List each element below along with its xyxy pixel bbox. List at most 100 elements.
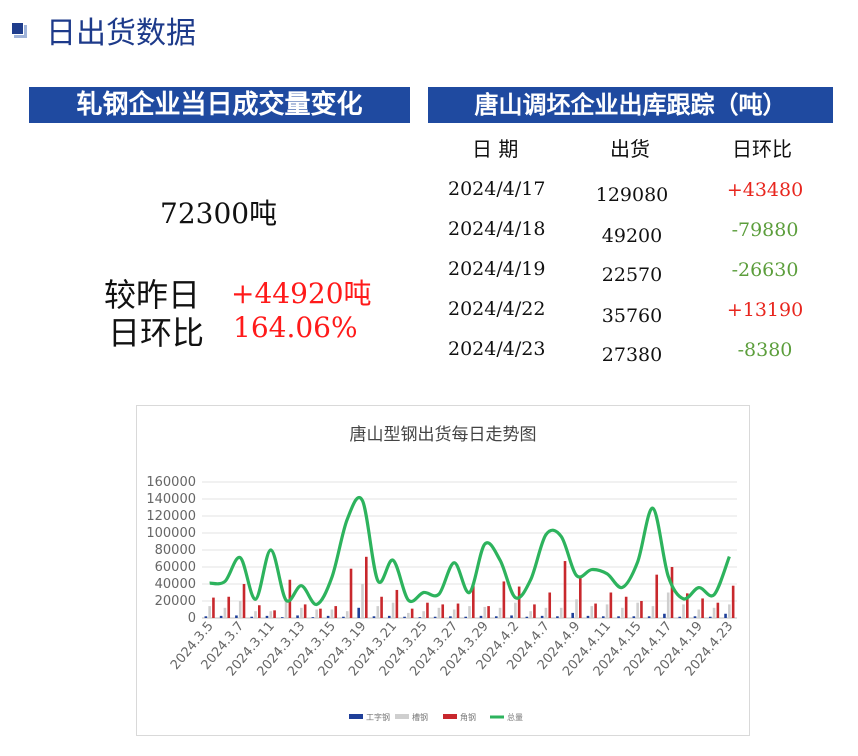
bar-工字钢 — [479, 615, 483, 618]
chart-title: 唐山型钢出货每日走势图 — [350, 424, 537, 445]
chart-bars — [204, 556, 735, 618]
bar-工字钢 — [265, 615, 269, 618]
x-axis: 2024.3.52024.3.72024.3.112024.3.132024.3… — [168, 619, 736, 679]
compare-label-prev-day: 较昨日 — [104, 276, 201, 314]
bar-角钢 — [441, 604, 445, 618]
bar-槽钢 — [728, 604, 731, 618]
y-tick-label: 60000 — [155, 560, 196, 575]
bar-槽钢 — [391, 602, 395, 618]
bar-工字钢 — [372, 616, 376, 618]
table-row-date: 2024/4/18 — [448, 218, 546, 240]
bar-角钢 — [640, 601, 643, 618]
bar-工字钢 — [449, 616, 452, 618]
bar-工字钢 — [586, 615, 590, 618]
bar-角钢 — [349, 568, 353, 618]
y-tick-label: 80000 — [155, 543, 196, 558]
bar-工字钢 — [326, 615, 330, 618]
bar-工字钢 — [647, 616, 651, 618]
bar-槽钢 — [468, 606, 471, 618]
bar-槽钢 — [330, 609, 334, 618]
bar-槽钢 — [315, 609, 318, 618]
legend-label: 工字钢 — [366, 712, 390, 722]
bar-工字钢 — [708, 616, 712, 618]
compare-label-dod: 日环比 — [108, 314, 205, 352]
chart-svg: 唐山型钢出货每日走势图 0 20000 40000 60000 80000 100000 1… — [146, 424, 737, 722]
bar-槽钢 — [361, 584, 364, 618]
table-row-date: 2024/4/17 — [448, 178, 546, 200]
bar-角钢 — [609, 592, 613, 618]
bar-槽钢 — [284, 599, 288, 618]
bar-角钢 — [502, 581, 506, 618]
bar-槽钢 — [651, 606, 655, 618]
bar-工字钢 — [617, 616, 620, 618]
table-row-shipment: 22570 — [601, 264, 663, 286]
table-row-shipment: 129080 — [595, 184, 669, 206]
bar-角钢 — [563, 561, 567, 618]
bar-角钢 — [686, 593, 689, 618]
bar-工字钢 — [311, 617, 315, 618]
bar-角钢 — [365, 556, 368, 618]
bar-槽钢 — [697, 609, 701, 618]
bar-槽钢 — [575, 599, 578, 618]
compare-value-dod: 164.06% — [233, 311, 358, 344]
bar-工字钢 — [663, 613, 666, 618]
bar-角钢 — [655, 574, 659, 618]
compare-value-prev-day: +44920吨 — [231, 277, 372, 310]
right-panel-title: 唐山调坯企业出库跟踪（吨） — [428, 87, 833, 123]
y-tick-label: 0 — [188, 611, 196, 626]
chart-line — [209, 495, 731, 606]
table-row-date: 2024/4/22 — [448, 298, 546, 320]
bar-槽钢 — [590, 606, 594, 618]
bar-槽钢 — [238, 601, 242, 618]
section-bullet-icon — [11, 22, 27, 38]
bar-角钢 — [594, 603, 597, 618]
bar-槽钢 — [223, 607, 227, 618]
bar-角钢 — [380, 596, 383, 618]
bar-工字钢 — [494, 616, 498, 618]
y-tick-label: 20000 — [155, 594, 196, 609]
bar-角钢 — [212, 597, 215, 618]
header-change: 日环比 — [732, 137, 792, 161]
legend-label: 角钢 — [460, 712, 476, 722]
bar-工字钢 — [601, 616, 605, 618]
bar-工字钢 — [678, 616, 681, 618]
bar-角钢 — [426, 602, 429, 618]
bar-角钢 — [624, 596, 628, 618]
bar-工字钢 — [693, 616, 697, 618]
bar-工字钢 — [342, 616, 345, 618]
bar-槽钢 — [712, 607, 716, 618]
bar-工字钢 — [250, 616, 253, 618]
y-tick-label: 120000 — [146, 509, 196, 524]
bar-角钢 — [273, 610, 276, 618]
bar-工字钢 — [540, 615, 544, 618]
y-tick-label: 160000 — [146, 475, 196, 490]
table-row-date: 2024/4/23 — [448, 338, 546, 360]
bar-槽钢 — [636, 602, 639, 618]
legend-label: 槽钢 — [412, 712, 428, 722]
bar-槽钢 — [452, 609, 456, 618]
bar-槽钢 — [666, 592, 670, 618]
bar-工字钢 — [571, 612, 574, 618]
bar-角钢 — [334, 606, 338, 618]
bar-槽钢 — [605, 604, 609, 618]
bar-工字钢 — [433, 616, 437, 618]
bar-工字钢 — [280, 617, 284, 618]
bar-角钢 — [533, 604, 536, 618]
y-tick-label: 100000 — [146, 526, 196, 541]
bar-槽钢 — [345, 611, 349, 618]
bar-槽钢 — [544, 607, 548, 618]
bar-角钢 — [731, 585, 735, 618]
bar-槽钢 — [514, 602, 517, 618]
bar-角钢 — [395, 589, 399, 618]
bar-工字钢 — [235, 615, 238, 618]
bar-工字钢 — [464, 616, 467, 618]
left-panel-title: 轧钢企业当日成交量变化 — [29, 87, 410, 123]
bar-工字钢 — [204, 616, 208, 618]
bar-槽钢 — [208, 606, 211, 618]
bar-工字钢 — [357, 607, 360, 618]
bar-工字钢 — [525, 616, 529, 618]
y-axis: 0 20000 40000 60000 80000 100000 120000 140000 1… — [146, 475, 737, 626]
bar-槽钢 — [498, 607, 502, 618]
bar-工字钢 — [510, 615, 513, 618]
bar-角钢 — [472, 585, 475, 618]
